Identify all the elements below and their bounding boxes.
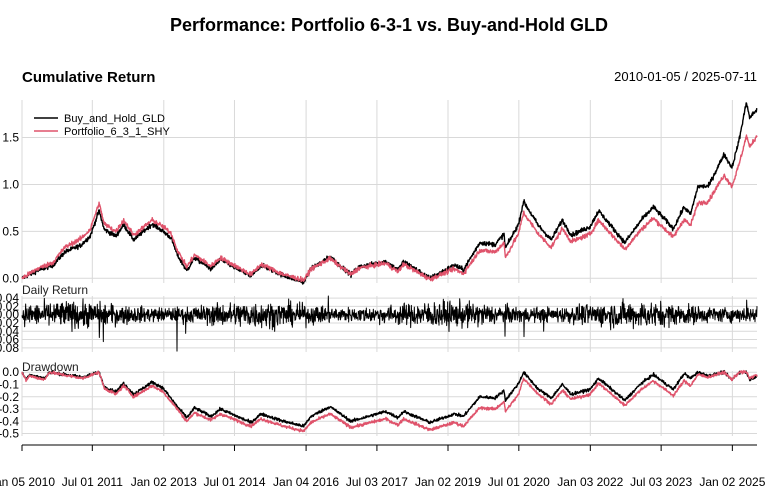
x-tick-label-5: Jul 03 2017 [346,475,408,489]
y-tick-label-0-3: 1.5 [2,131,19,145]
y-tick-label-0-2: 1.0 [2,177,19,191]
chart-title: Performance: Portfolio 6-3-1 vs. Buy-and… [170,15,608,35]
y-tick-label-1-1: 0.02 [0,299,19,313]
panel-label-1: Daily Return [22,283,88,297]
panel-title-cumulative: Cumulative Return [22,69,155,86]
y-tick-label-1-6: -0.08 [0,341,19,355]
x-tick-label-10: Jan 02 2025 [699,475,765,489]
daily-return-panel: 0.040.020.00-0.02-0.04-0.06-0.08 Daily Re… [0,283,758,355]
date-range-label: 2010-01-05 / 2025-07-11 [614,69,757,84]
legend: Buy_and_Hold_GLD Portfolio_6_3_1_SHY [34,113,170,138]
x-tick-label-2: Jan 02 2013 [131,475,197,489]
y-tick-label-2-0: 0.0 [2,365,19,379]
y-tick-label-1-4: -0.04 [0,324,19,338]
x-axis: Jan 05 2010 Jul 01 2011 Jan 02 2013 Jul 01 … [0,444,766,489]
y-tick-label-0-1: 0.5 [2,224,19,238]
y-tick-label-2-5: -0.5 [0,427,19,441]
series-line-2-Buy_and_Hold_GLD [21,369,758,428]
x-tick-label-9: Jul 03 2023 [630,475,692,489]
y-tick-label-0-0: 0.0 [2,271,19,285]
x-tick-label-3: Jul 01 2014 [203,475,265,489]
x-tick-label-7: Jul 01 2020 [488,475,550,489]
y-tick-label-2-3: -0.3 [0,402,19,416]
panel-label-2: Drawdown [22,360,79,374]
x-tick-label-4: Jan 04 2016 [273,475,339,489]
drawdown-panel: 0.0-0.1-0.2-0.3-0.4-0.5 Drawdown [0,360,758,441]
x-tick-label-1: Jul 01 2011 [62,475,123,489]
y-tick-label-2-4: -0.4 [0,414,19,428]
legend-label-gld: Buy_and_Hold_GLD [64,113,165,125]
legend-label-portfolio: Portfolio_6_3_1_SHY [64,126,170,138]
y-tick-label-2-2: -0.2 [0,390,19,404]
series-line-2-Portfolio_6_3_1_SHY [21,369,758,433]
series-line-1-Buy_and_Hold_GLD [21,295,758,352]
y-tick-label-1-5: -0.06 [0,333,19,347]
x-tick-label-6: Jan 02 2019 [415,475,481,489]
x-tick-label-8: Jan 03 2022 [557,475,623,489]
cumulative-return-panel: 0.0 0.5 1.0 1.5 [2,100,758,285]
y-tick-label-1-0: 0.04 [0,291,19,305]
y-tick-label-2-1: -0.1 [0,377,19,391]
series-line-0-Portfolio_6_3_1_SHY [21,134,758,283]
x-tick-label-0: Jan 05 2010 [0,475,55,489]
y-tick-label-1-3: -0.02 [0,316,19,330]
y-tick-label-1-2: 0.00 [0,308,19,322]
